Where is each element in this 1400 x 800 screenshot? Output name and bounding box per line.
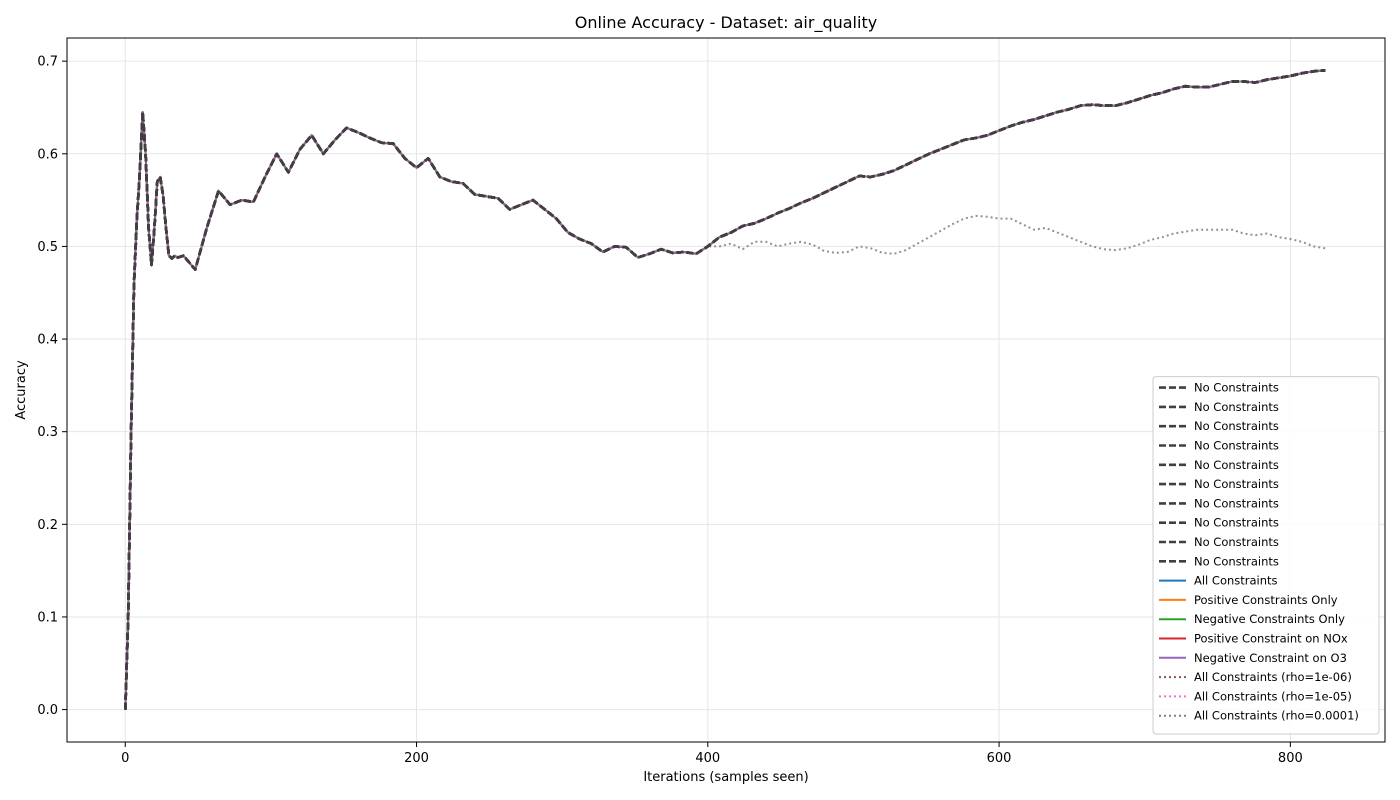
series-line-16 [124, 69, 1326, 710]
x-tick-label: 400 [695, 751, 720, 766]
series-line-15 [124, 69, 1326, 710]
y-tick-label: 0.3 [37, 425, 58, 440]
plot-lines [124, 69, 1326, 710]
y-tick-label: 0.5 [37, 240, 58, 255]
legend-label: All Constraints [1194, 574, 1278, 588]
legend-label: No Constraints [1194, 496, 1279, 510]
series-line-12 [124, 69, 1326, 710]
series-line-6 [124, 69, 1326, 710]
legend-label: No Constraints [1194, 554, 1279, 568]
legend-label: No Constraints [1194, 458, 1279, 472]
series-line-5 [124, 69, 1326, 710]
y-tick-label: 0.4 [37, 333, 58, 348]
legend-label: No Constraints [1194, 535, 1279, 549]
x-axis-label: Iterations (samples seen) [643, 770, 808, 785]
chart-title: Online Accuracy - Dataset: air_quality [575, 13, 877, 33]
legend-label: All Constraints (rho=1e-05) [1194, 689, 1352, 703]
legend-label: No Constraints [1194, 439, 1279, 453]
legend-label: Positive Constraints Only [1194, 593, 1338, 607]
series-line-0 [124, 69, 1326, 710]
series-line-2 [124, 69, 1326, 710]
series-line-11 [124, 69, 1326, 710]
legend-label: No Constraints [1194, 381, 1279, 395]
legend-box [1152, 376, 1380, 735]
plot-frame [66, 37, 1386, 743]
y-tick-label: 0.0 [37, 703, 58, 718]
legend-label: No Constraints [1194, 419, 1279, 433]
legend: No Constraints No Constraints No Constrain… [1152, 376, 1380, 735]
series-line-8 [124, 69, 1326, 710]
series-line-17 [124, 111, 1326, 710]
x-tick-label: 0 [121, 751, 129, 766]
series-line-13 [124, 69, 1326, 710]
series-line-1 [124, 69, 1326, 710]
y-axis: 0.0 0.1 0.2 0.3 0.4 0.5 0.6 0.7 [37, 55, 67, 718]
legend-label: No Constraints [1194, 516, 1279, 530]
series-line-7 [124, 69, 1326, 710]
legend-label: All Constraints (rho=0.0001) [1194, 709, 1359, 723]
legend-label: Negative Constraint on O3 [1194, 651, 1347, 665]
legend-label: All Constraints (rho=1e-06) [1194, 670, 1352, 684]
series-line-3 [124, 69, 1326, 710]
y-tick-label: 0.6 [37, 147, 58, 162]
legend-label: Positive Constraint on NOx [1194, 632, 1348, 646]
legend-label: No Constraints [1194, 400, 1279, 414]
x-tick-label: 800 [1278, 751, 1303, 766]
series-line-10 [124, 69, 1326, 710]
y-tick-label: 0.7 [37, 55, 58, 70]
series-line-9 [124, 69, 1326, 710]
y-tick-label: 0.2 [37, 518, 58, 533]
y-tick-label: 0.1 [37, 610, 58, 625]
series-line-14 [124, 69, 1326, 710]
legend-label: Negative Constraints Only [1194, 612, 1345, 626]
x-tick-label: 600 [987, 751, 1012, 766]
x-tick-label: 200 [404, 751, 429, 766]
series-line-4 [124, 69, 1326, 710]
x-axis: 0 200 400 600 800 [121, 742, 1303, 766]
y-axis-label: Accuracy [14, 360, 29, 420]
legend-label: No Constraints [1194, 477, 1279, 491]
